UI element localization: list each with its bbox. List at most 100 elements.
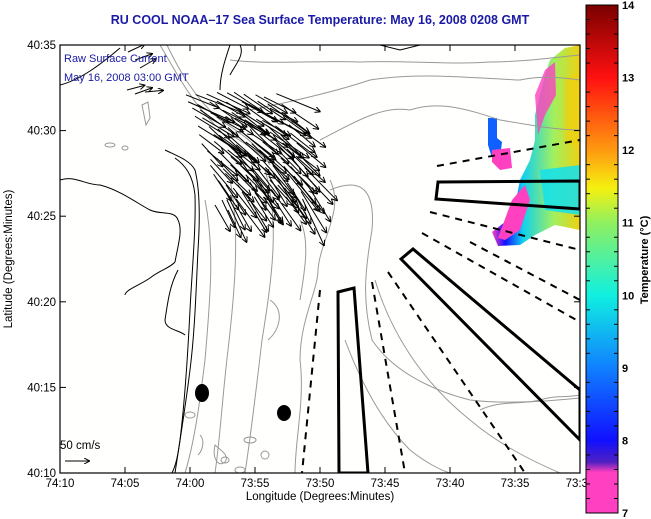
current-arrow [253,196,273,227]
current-arrow [126,85,144,91]
y-tick-label: 40:25 [27,211,56,223]
x-tick-label: 73:50 [306,478,335,490]
current-arrow [266,157,287,182]
current-arrow [286,148,313,175]
current-arrow [226,199,247,242]
x-tick-label: 73:45 [371,478,400,490]
current-arrow [290,132,314,152]
current-arrow [296,156,325,182]
current-arrow [232,187,256,217]
current-arrow [239,111,268,134]
x-tick-label: 73:55 [241,478,270,490]
current-arrow [296,142,326,167]
current-arrow [253,134,281,154]
current-arrow [214,204,230,231]
colorbar-tick-label: 7 [622,508,628,519]
current-arrow [285,196,306,224]
current-arrow [256,118,288,139]
current-arrow [236,173,266,203]
current-arrow [300,191,326,233]
y-tick-label: 40:20 [27,297,56,309]
current-arrow [216,91,248,108]
current-arrow [267,103,310,134]
current-arrow [209,164,237,197]
current-arrow [278,150,301,173]
current-arrow [234,117,276,140]
x-tick-label: 74:10 [46,478,75,490]
current-arrow [144,90,163,92]
current-annotation-title: Raw Surface Current [64,53,167,65]
dashed-transect-6 [301,289,321,473]
y-tick-label: 40:15 [27,382,56,394]
current-arrow [243,93,272,113]
dashed-transect-5 [371,281,406,473]
current-arrow [213,134,246,156]
solid-transects [336,179,580,473]
y-axis: 40:35 40:30 40:25 40:20 40:15 40:10 [27,40,580,480]
x-axis-title: Longitude (Degrees:Minutes) [246,491,394,503]
current-arrow [263,196,282,224]
current-arrow [207,150,237,175]
current-arrow [269,107,297,121]
plot-area: Raw Surface Current May 16, 2008 03:00 G… [60,45,580,473]
current-arrow [134,54,152,61]
current-arrow [235,152,269,191]
current-arrow [222,168,250,195]
chart-title: RU COOL NOAA–17 Sea Surface Temperature:… [110,13,530,27]
current-arrow [304,167,337,200]
current-arrow [235,198,264,237]
current-arrow [216,158,238,180]
current-arrow [268,175,287,206]
current-arrow [227,209,241,237]
current-arrow [134,88,152,95]
transect-box-south [336,286,370,473]
current-arrow [235,204,251,231]
current-arrow [270,188,300,230]
current-arrow [255,175,274,203]
current-arrow [247,196,268,231]
current-arrow [257,100,285,119]
station-1 [195,384,209,402]
colorbar-title: Temperature (°C) [639,215,651,304]
bathymetry-contours [104,45,580,473]
current-arrow [139,59,156,69]
colorbar-tick-label: 10 [622,290,634,302]
x-tick-label: 74:00 [176,478,205,490]
current-arrow [246,151,270,174]
x-axis: 74:10 74:05 74:00 73:55 73:50 73:45 73:40 73:35… [46,45,594,490]
current-arrow [209,101,247,127]
colorbar-tick-label: 9 [622,363,628,375]
current-arrow [273,198,291,225]
current-arrow [295,150,319,176]
y-tick-label: 40:35 [27,40,56,52]
current-arrow [247,155,279,197]
current-arrow [224,189,245,230]
dashed-transect-3 [421,232,580,323]
current-arrow [221,199,235,227]
current-arrow [287,173,318,211]
current-arrow [213,141,241,164]
current-arrow [259,149,286,173]
current-arrow [272,164,294,194]
current-arrow [284,117,326,147]
transect-box-north [434,179,580,211]
current-arrow [217,180,238,209]
colorbar: 14 13 12 11 10 9 8 7 Temperature (°C) [585,0,651,519]
current-arrow [281,111,308,132]
current-arrow [288,124,315,147]
current-arrow [292,198,315,234]
current-arrow [276,93,319,112]
y-tick-label: 40:30 [27,126,56,138]
current-arrow [305,182,330,221]
current-arrow [255,94,287,113]
dashed-transects [301,139,580,473]
current-arrow [262,141,289,163]
current-arrow [210,158,233,183]
current-arrow [127,45,144,53]
scale-arrow-label: 50 cm/s [60,440,101,452]
current-arrow [225,116,253,134]
current-arrow [281,103,319,128]
x-tick-label: 73:35 [501,478,530,490]
current-arrow [254,192,275,219]
